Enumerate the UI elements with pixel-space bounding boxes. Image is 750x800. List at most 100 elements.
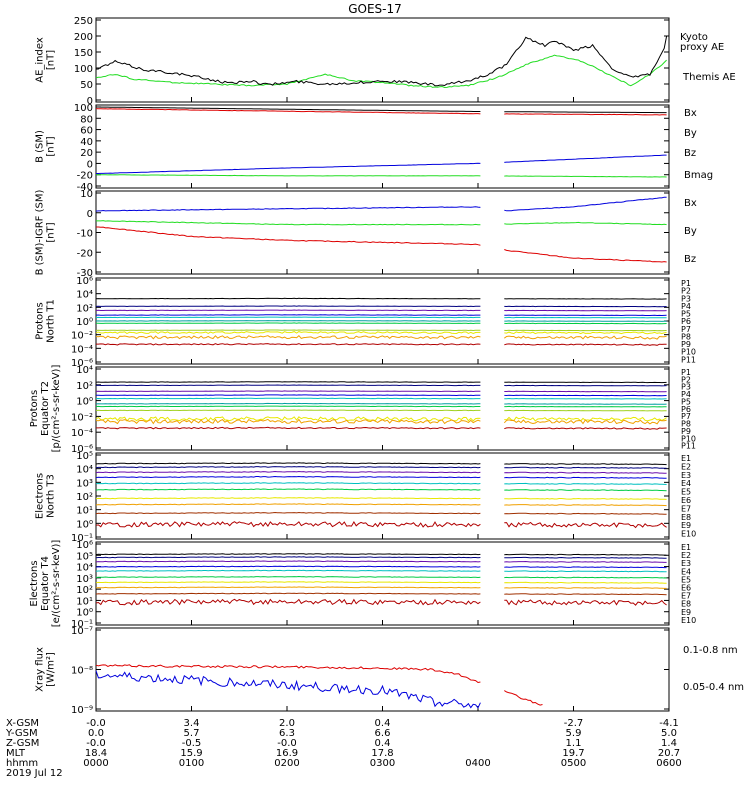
electrons-t4-legend-e8: E8 [681, 600, 691, 609]
y-tick-label-b: 40 [80, 137, 93, 148]
protons-t1-series-10 [95, 334, 481, 340]
axis-row-label: X-GSM [6, 718, 39, 729]
protons-t2-series-6 [95, 402, 481, 405]
data-gap-db [482, 192, 502, 273]
axis-row-label: hhmm [6, 758, 38, 769]
protons-t2-series-5 [95, 397, 481, 400]
electrons-t3-series-5 [504, 482, 667, 485]
electrons-t3-series-9 [95, 511, 481, 515]
electrons-t3-legend-e4: E4 [681, 479, 691, 488]
y-tick-label-db: 0 [87, 209, 93, 220]
axis-row-label: Y-GSM [5, 728, 38, 739]
y-label-xr: [W/m²] [46, 652, 57, 687]
protons-t1-series-7 [95, 322, 481, 325]
electrons-t3-series-10 [95, 521, 481, 528]
protons-t2-legend-p7: P7 [681, 412, 691, 421]
ephemeris-mlt: 16.9 [276, 748, 298, 759]
electrons-t4-legend-e2: E2 [681, 551, 691, 560]
data-gap-p2 [482, 368, 502, 449]
x-tick-label: 0500 [561, 758, 586, 769]
protons-t1-legend-p11: P11 [681, 355, 696, 364]
y-tick-label-e1: 10³ [76, 478, 93, 489]
protons-t1-legend-p8: P8 [681, 332, 691, 341]
protons-t2-series-2 [95, 384, 481, 387]
protons-t1-series-8 [95, 329, 481, 332]
electrons-t3-legend-e7: E7 [681, 504, 691, 513]
series-by [504, 175, 667, 178]
ephemeris-z-gsm: -0.5 [182, 738, 202, 749]
protons-t1-series-11 [504, 343, 667, 346]
y-tick-label-p2: 10⁻² [71, 412, 93, 423]
electrons-t3-series-3 [504, 471, 667, 474]
electrons-t3-series-8 [95, 503, 481, 506]
protons-t2-series-4 [95, 394, 481, 397]
ephemeris-z-gsm: -0.0 [277, 738, 297, 749]
y-tick-label-ae: 200 [74, 32, 93, 43]
data-gap-e2 [482, 543, 502, 624]
x-tick-label: 0300 [370, 758, 395, 769]
electrons-t4-legend-e1: E1 [681, 543, 691, 552]
y-tick-label-p1: 10⁰ [76, 317, 93, 328]
y-tick-label-b: 20 [80, 148, 93, 159]
electrons-t4-series-1 [95, 553, 481, 556]
series-bx [504, 154, 667, 163]
panel-frame-e1 [95, 452, 670, 540]
x-tick-label: 0200 [274, 758, 299, 769]
y-label-b: B (SM) [35, 130, 46, 163]
electrons-t3-legend-e3: E3 [681, 471, 691, 480]
y-label-p1: Protons [35, 302, 46, 339]
y-tick-label-ae: 250 [74, 16, 93, 27]
electrons-t3-legend-e6: E6 [681, 496, 691, 505]
y-tick-label-e2: 10¹ [76, 596, 93, 607]
y-tick-label-e2: 10⁰ [76, 608, 93, 619]
protons-t2-legend-p5: P5 [681, 397, 691, 406]
protons-t2-legend-p2: P2 [681, 375, 691, 384]
electrons-t4-series-1 [504, 553, 667, 556]
electrons-t4-series-2 [95, 556, 481, 559]
electrons-t3-series-7 [504, 497, 667, 500]
y-label-p2: Equator T2 [40, 381, 51, 436]
protons-t1-legend-p9: P9 [681, 340, 691, 349]
electrons-t4-series-5 [95, 569, 481, 572]
legend-kyoto: Kyoto [680, 32, 708, 43]
y-tick-label-e1: 10⁴ [76, 465, 93, 476]
electrons-t4-series-6 [95, 575, 481, 579]
protons-t1-legend-p6: P6 [681, 317, 691, 326]
protons-t2-series-10 [95, 418, 481, 425]
protons-t2-legend-p8: P8 [681, 420, 691, 429]
ephemeris-mlt: 17.8 [371, 748, 393, 759]
y-label-db: B (SM)-IGRF (SM) [35, 190, 46, 276]
electrons-t3-legend-e2: E2 [681, 462, 691, 471]
y-label-e2: [e/(cm²-s-sr-keV)] [51, 540, 62, 628]
electrons-t3-series-7 [95, 497, 481, 500]
electrons-t4-legend-e10: E10 [681, 616, 696, 625]
y-tick-label-p1: 10² [76, 303, 93, 314]
ephemeris-x-gsm: -4.1 [659, 718, 679, 729]
panel-frame-ae [95, 17, 670, 103]
chart-title: GOES-17 [348, 2, 402, 16]
protons-t1-series-3 [95, 309, 481, 312]
legend-xray-short: 0.05-0.4 nm [683, 682, 744, 693]
electrons-t3-legend-e5: E5 [681, 488, 691, 497]
series-bx [96, 162, 481, 174]
data-gap-e1 [482, 454, 502, 538]
y-label-ae: AE_index [35, 37, 46, 83]
ephemeris-y-gsm: 5.7 [184, 728, 200, 739]
protons-t2-legend-p6: P6 [681, 405, 691, 414]
protons-t2-legend-p4: P4 [681, 390, 691, 399]
panel-frame-p2 [95, 366, 670, 451]
protons-t2-series-3 [504, 390, 667, 393]
legend-db-by: By [684, 226, 697, 237]
electrons-t3-series-4 [95, 475, 481, 479]
y-tick-label-p1: 10⁻² [71, 331, 93, 342]
protons-t2-series-11 [504, 427, 667, 430]
y-tick-label-e1: 10¹ [76, 506, 93, 517]
protons-t1-legend-p1: P1 [681, 279, 691, 288]
series-dby [96, 220, 481, 226]
electrons-t4-legend-e7: E7 [681, 592, 691, 601]
series-dbz [504, 249, 667, 263]
y-label-e2: Electrons [29, 560, 40, 606]
protons-t2-series-7 [504, 405, 667, 408]
electrons-t4-series-10 [504, 599, 667, 606]
y-tick-label-p2: 10² [76, 381, 93, 392]
